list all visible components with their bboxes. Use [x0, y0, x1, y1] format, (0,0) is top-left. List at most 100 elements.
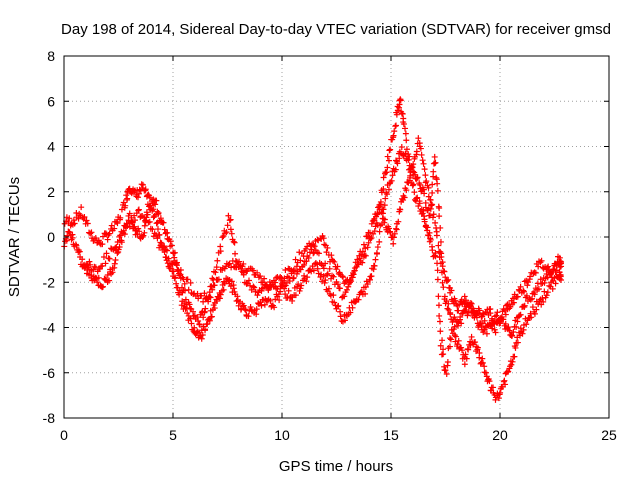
- data-point-trace-b: [178, 289, 185, 296]
- data-point-trace-a: [214, 257, 221, 264]
- data-point-trace-b: [233, 297, 240, 304]
- y-tick-label: 6: [47, 93, 55, 109]
- data-point-trace-b: [217, 291, 224, 298]
- data-point-trace-b: [429, 247, 436, 254]
- data-point-trace-b: [405, 156, 412, 163]
- data-point-trace-b: [465, 346, 472, 353]
- data-point-trace-a: [383, 169, 390, 176]
- data-point-trace-c: [259, 279, 266, 286]
- data-point-trace-b: [398, 144, 405, 151]
- data-point-trace-a: [538, 257, 545, 264]
- data-point-trace-a: [440, 284, 447, 291]
- data-point-trace-b: [208, 313, 215, 320]
- data-point-trace-a: [224, 222, 231, 229]
- data-point-trace-b: [543, 292, 550, 299]
- data-point-trace-b: [450, 326, 457, 333]
- data-point-trace-b: [314, 265, 321, 272]
- data-point-trace-a: [403, 137, 410, 144]
- data-point-trace-c: [455, 307, 462, 314]
- data-point-trace-c: [506, 327, 513, 334]
- data-point-trace-a: [481, 317, 488, 324]
- data-point-trace-a: [532, 269, 539, 276]
- data-point-trace-b: [228, 278, 235, 285]
- data-point-trace-a: [227, 226, 234, 233]
- data-point-trace-b: [310, 267, 317, 274]
- data-point-trace-c: [368, 220, 375, 227]
- data-point-trace-a: [365, 239, 372, 246]
- data-point-trace-b: [111, 260, 118, 267]
- data-point-trace-a: [545, 263, 552, 270]
- y-tick-label: 4: [47, 139, 55, 155]
- data-point-trace-b: [511, 353, 518, 360]
- data-point-trace-c: [165, 255, 172, 262]
- data-point-trace-c: [351, 267, 358, 274]
- data-point-trace-b: [388, 177, 395, 184]
- data-point-trace-b: [447, 336, 454, 343]
- data-point-trace-c: [282, 282, 289, 289]
- data-point-trace-b: [436, 318, 443, 325]
- data-point-trace-b: [446, 343, 453, 350]
- data-point-trace-a: [345, 283, 352, 290]
- data-point-trace-c: [436, 254, 443, 261]
- data-point-trace-c: [500, 316, 507, 323]
- data-point-trace-b: [216, 295, 223, 302]
- data-point-trace-a: [161, 226, 168, 233]
- data-point-trace-a: [201, 308, 208, 315]
- data-point-trace-b: [322, 277, 329, 284]
- data-point-trace-b: [199, 331, 206, 338]
- data-point-trace-a: [402, 125, 409, 132]
- data-point-trace-b: [172, 274, 179, 281]
- data-point-trace-a: [326, 265, 333, 272]
- data-point-trace-b: [413, 195, 420, 202]
- data-point-trace-a: [254, 292, 261, 299]
- data-point-trace-c: [445, 276, 452, 283]
- data-point-trace-b: [304, 274, 311, 281]
- data-point-trace-a: [120, 199, 127, 206]
- data-point-trace-a: [517, 283, 524, 290]
- data-point-trace-c: [509, 332, 516, 339]
- data-point-trace-c: [538, 280, 545, 287]
- data-point-trace-b: [296, 287, 303, 294]
- data-point-trace-a: [362, 252, 369, 259]
- data-point-trace-a: [164, 229, 171, 236]
- data-point-trace-b: [416, 200, 423, 207]
- data-point-trace-a: [297, 257, 304, 264]
- data-point-trace-a: [535, 263, 542, 270]
- data-point-trace-c: [132, 217, 139, 224]
- data-point-trace-a: [380, 174, 387, 181]
- data-point-trace-b: [99, 283, 106, 290]
- data-point-trace-c: [185, 286, 192, 293]
- data-point-trace-b: [459, 347, 466, 354]
- data-point-trace-a: [213, 264, 220, 271]
- data-point-trace-a: [142, 186, 149, 193]
- data-point-trace-a: [359, 259, 366, 266]
- data-point-trace-c: [254, 269, 261, 276]
- data-point-trace-c: [184, 276, 191, 283]
- data-point-trace-a: [441, 293, 448, 300]
- data-point-trace-b: [495, 395, 502, 402]
- data-point-trace-a: [88, 229, 95, 236]
- data-point-trace-a: [146, 194, 153, 201]
- x-tick-label: 20: [492, 427, 508, 443]
- data-point-trace-c: [201, 290, 208, 297]
- data-point-trace-a: [170, 250, 177, 257]
- data-point-trace-a: [432, 159, 439, 166]
- data-point-trace-b: [114, 250, 121, 257]
- data-point-trace-a: [421, 190, 428, 197]
- data-point-trace-b: [182, 305, 189, 312]
- data-point-trace-b: [154, 219, 161, 226]
- data-point-trace-b: [308, 268, 315, 275]
- y-tick-label: -4: [43, 320, 56, 336]
- data-point-trace-a: [390, 132, 397, 139]
- data-point-trace-b: [241, 306, 248, 313]
- data-point-trace-a: [320, 265, 327, 272]
- data-point-trace-c: [553, 267, 560, 274]
- data-point-trace-b: [540, 298, 547, 305]
- data-point-trace-a: [171, 249, 178, 256]
- data-point-trace-c: [410, 168, 417, 175]
- data-point-trace-b: [135, 225, 142, 232]
- data-point-trace-c: [523, 292, 530, 299]
- data-point-trace-c: [417, 145, 424, 152]
- data-point-trace-c: [461, 293, 468, 300]
- data-point-trace-c: [329, 257, 336, 264]
